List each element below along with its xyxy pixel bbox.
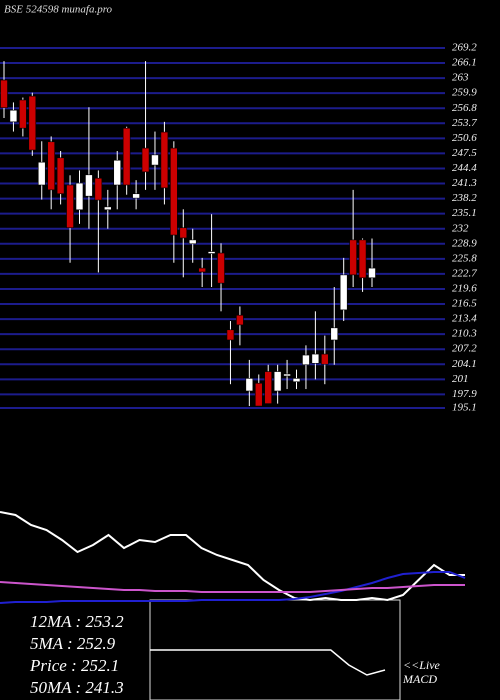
macd-sublabel: MACD [402, 672, 437, 686]
candle-body [56, 157, 65, 195]
y-tick-label: 207.2 [452, 343, 477, 355]
y-tick-label: 247.5 [452, 147, 477, 159]
candle-body [254, 382, 263, 407]
y-tick-label: 235.1 [452, 207, 477, 219]
candle-body [226, 329, 235, 341]
candle-body [28, 95, 37, 151]
candle-body [122, 127, 131, 186]
ma-label: 5MA : 252.9 [30, 634, 116, 653]
y-tick-label: 241.3 [452, 177, 477, 189]
y-tick-label: 266.1 [452, 57, 477, 69]
candle-body [113, 159, 122, 186]
candle-body [141, 147, 150, 173]
y-tick-label: 253.7 [452, 117, 477, 129]
candle-body [207, 251, 216, 254]
candle-body [37, 161, 46, 186]
candle-body [292, 378, 301, 383]
y-tick-label: 256.8 [452, 102, 477, 114]
candle-body [358, 239, 367, 279]
y-tick-label: 244.4 [452, 162, 477, 174]
candle-body [273, 371, 282, 392]
y-tick-label: 269.2 [452, 42, 477, 54]
y-tick-label: 263 [452, 72, 469, 84]
y-tick-label: 195.1 [452, 402, 477, 414]
candle-body [19, 99, 27, 129]
candle-body [264, 371, 273, 404]
y-tick-label: 201 [452, 373, 469, 385]
candle-body [47, 141, 55, 191]
candle-body [302, 354, 310, 366]
chart-title: BSE 524598 munafa.pro [4, 4, 113, 16]
y-tick-label: 232 [452, 222, 469, 234]
macd-label: <<Live [403, 658, 441, 672]
y-tick-label: 250.6 [452, 132, 477, 144]
indicator-line [0, 571, 466, 604]
candle-body [311, 353, 320, 364]
ma-label: 12MA : 253.2 [30, 612, 124, 631]
candle-body [170, 147, 178, 236]
y-tick-label: 222.7 [452, 267, 477, 279]
candle-body [321, 353, 329, 365]
macd-line [150, 649, 386, 676]
candle-body [198, 267, 206, 273]
indicator-line [0, 511, 465, 602]
ma-label: Price : 252.1 [29, 656, 119, 675]
y-tick-label: 238.2 [452, 192, 477, 204]
y-tick-label: 204.1 [452, 358, 477, 370]
y-tick-label: 213.4 [452, 313, 477, 325]
indicator-line [0, 581, 465, 593]
candle-body [368, 267, 376, 279]
candle-body [94, 177, 103, 201]
y-tick-label: 197.9 [452, 388, 477, 400]
candle-body [179, 227, 188, 239]
y-tick-label: 219.6 [452, 283, 477, 295]
candle-body [103, 206, 112, 211]
candle-body [236, 314, 244, 326]
candle-body [132, 193, 140, 199]
ma-label: 50MA : 241.3 [30, 678, 124, 697]
candle-body [151, 154, 159, 166]
candle-body [245, 378, 254, 392]
candle-body [9, 109, 18, 123]
candle-body [339, 274, 348, 311]
candle-body [75, 182, 84, 211]
y-tick-label: 225.8 [452, 252, 477, 264]
y-tick-label: 228.9 [452, 237, 477, 249]
candle-body [283, 373, 291, 377]
candle-body [217, 252, 225, 284]
y-tick-label: 259.9 [452, 87, 477, 99]
candle-body [85, 174, 93, 197]
candle-body [66, 184, 74, 229]
candle-body [160, 131, 169, 189]
candle-body [0, 79, 8, 109]
candle-body [188, 239, 197, 245]
candle-body [330, 327, 339, 341]
y-tick-label: 210.3 [452, 328, 477, 340]
candle-body [349, 239, 357, 276]
y-tick-label: 216.5 [452, 298, 477, 310]
